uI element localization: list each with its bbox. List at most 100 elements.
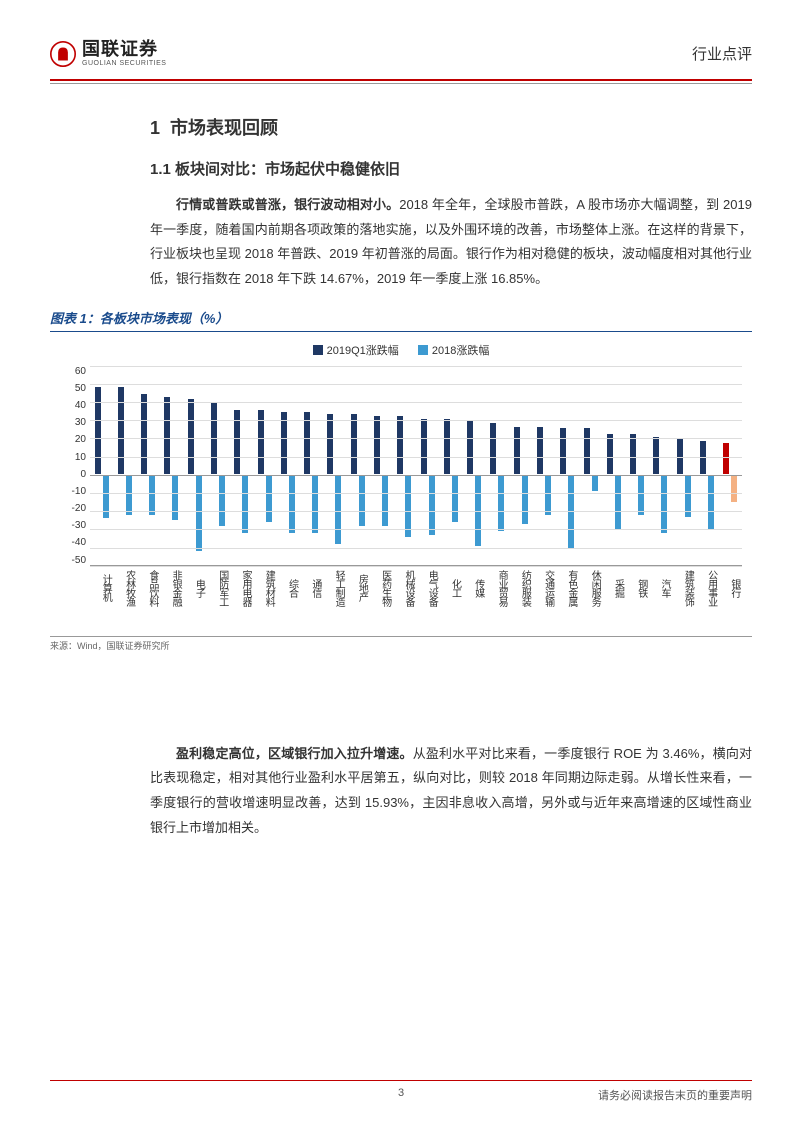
x-tick-label: 建筑材料	[253, 566, 276, 606]
bar-group	[556, 366, 579, 565]
bar-group	[672, 366, 695, 565]
gridline	[90, 366, 742, 367]
bar-2018	[661, 475, 667, 533]
bar-2018	[196, 475, 202, 551]
x-tick-label: 通信	[300, 566, 323, 606]
bar-group	[416, 366, 439, 565]
bar-group	[206, 366, 229, 565]
bar-2019q1	[560, 428, 566, 473]
x-tick-label: 汽车	[649, 566, 672, 606]
bar-group	[183, 366, 206, 565]
bar-2019q1	[141, 394, 147, 474]
bar-2019q1	[653, 437, 659, 473]
y-tick-label: -20	[72, 503, 86, 514]
bar-2019q1	[397, 416, 403, 474]
paragraph-1: 行情或普跌或普涨，银行波动相对小。2018 年全年，全球股市普跌，A 股市场亦大…	[150, 193, 752, 292]
section-heading-1: 1 市场表现回顾	[150, 114, 752, 140]
bar-2019q1	[584, 428, 590, 473]
x-tick-label: 化工	[439, 566, 462, 606]
bar-2018	[545, 475, 551, 515]
bar-group	[323, 366, 346, 565]
bar-group	[393, 366, 416, 565]
gridline	[90, 548, 742, 549]
bar-2018	[522, 475, 528, 524]
x-tick-label: 国防军工	[206, 566, 229, 606]
gridline	[90, 420, 742, 421]
logo-text-en: GUOLIAN SECURITIES	[82, 60, 166, 67]
chart-title: 图表 1：各板块市场表现（%）	[50, 308, 752, 332]
y-tick-label: -10	[72, 486, 86, 497]
bar-group	[602, 366, 625, 565]
bar-2018	[405, 475, 411, 537]
x-tick-label: 公用事业	[695, 566, 718, 606]
bar-2019q1	[537, 427, 543, 474]
bar-2019q1	[444, 419, 450, 474]
x-tick-label: 传媒	[463, 566, 486, 606]
bar-group	[369, 366, 392, 565]
bar-2018	[172, 475, 178, 520]
bar-group	[509, 366, 532, 565]
bar-group	[463, 366, 486, 565]
paragraph-2: 盈利稳定高位，区域银行加入拉升增速。从盈利水平对比来看，一季度银行 ROE 为 …	[150, 742, 752, 841]
h1-text: 市场表现回顾	[170, 118, 278, 138]
chart-x-axis: 计算机农林牧渔食品饮料非银金融电子国防军工家用电器建筑材料综合通信轻工制造房地产…	[90, 566, 742, 606]
gridline	[90, 402, 742, 403]
legend-label-2: 2018涨跌幅	[432, 342, 489, 358]
chart-legend: 2019Q1涨跌幅 2018涨跌幅	[60, 342, 742, 358]
y-tick-label: 10	[75, 452, 86, 463]
x-tick-label: 计算机	[90, 566, 113, 606]
bar-2018	[708, 475, 714, 530]
y-tick-label: -30	[72, 520, 86, 531]
bar-group	[579, 366, 602, 565]
y-tick-label: 40	[75, 400, 86, 411]
page-header: 国联证券 GUOLIAN SECURITIES 行业点评	[50, 40, 752, 79]
bar-2018	[335, 475, 341, 544]
x-tick-label: 商业贸易	[486, 566, 509, 606]
bar-group	[113, 366, 136, 565]
gridline	[90, 457, 742, 458]
doc-type-label: 行业点评	[692, 43, 752, 64]
bar-2018	[149, 475, 155, 515]
bar-2018	[452, 475, 458, 522]
x-tick-label: 建筑装饰	[672, 566, 695, 606]
x-tick-label: 钢铁	[625, 566, 648, 606]
chart-plot-area: 6050403020100-10-20-30-40-50 计算机农林牧渔食品饮料…	[60, 366, 742, 626]
x-tick-label: 食品饮料	[137, 566, 160, 606]
page-number: 3	[398, 1087, 404, 1099]
y-tick-label: -50	[72, 555, 86, 566]
x-tick-label: 综合	[276, 566, 299, 606]
bar-2019q1	[304, 412, 310, 474]
legend-swatch-1	[313, 345, 323, 355]
bar-group	[649, 366, 672, 565]
x-tick-label: 机械设备	[393, 566, 416, 606]
x-tick-label: 非银金融	[160, 566, 183, 606]
x-tick-label: 农林牧渔	[113, 566, 136, 606]
bar-2018	[266, 475, 272, 522]
x-tick-label: 休闲服务	[579, 566, 602, 606]
chart-source: 来源：Wind，国联证券研究所	[50, 636, 752, 652]
bar-2019q1	[164, 397, 170, 473]
bar-group	[625, 366, 648, 565]
header-rule-primary	[50, 79, 752, 81]
bar-group	[695, 366, 718, 565]
chart-y-axis: 6050403020100-10-20-30-40-50	[60, 366, 90, 566]
gridline	[90, 384, 742, 385]
para2-lead: 盈利稳定高位，区域银行加入拉升增速。	[176, 746, 413, 761]
gridline	[90, 475, 742, 476]
bar-2018	[731, 475, 737, 502]
bar-group	[439, 366, 462, 565]
bar-2019q1	[467, 421, 473, 474]
bar-2019q1	[118, 387, 124, 474]
bar-2019q1	[281, 412, 287, 474]
bar-2018	[638, 475, 644, 515]
gridline	[90, 493, 742, 494]
bar-group	[230, 366, 253, 565]
bar-2019q1	[188, 399, 194, 474]
para1-lead: 行情或普跌或普涨，银行波动相对小。	[176, 197, 399, 212]
bar-2018	[592, 475, 598, 491]
h1-number: 1	[150, 118, 160, 138]
chart-plot	[90, 366, 742, 566]
y-tick-label: 0	[80, 469, 86, 480]
x-tick-label: 医药生物	[369, 566, 392, 606]
bar-2018	[359, 475, 365, 526]
